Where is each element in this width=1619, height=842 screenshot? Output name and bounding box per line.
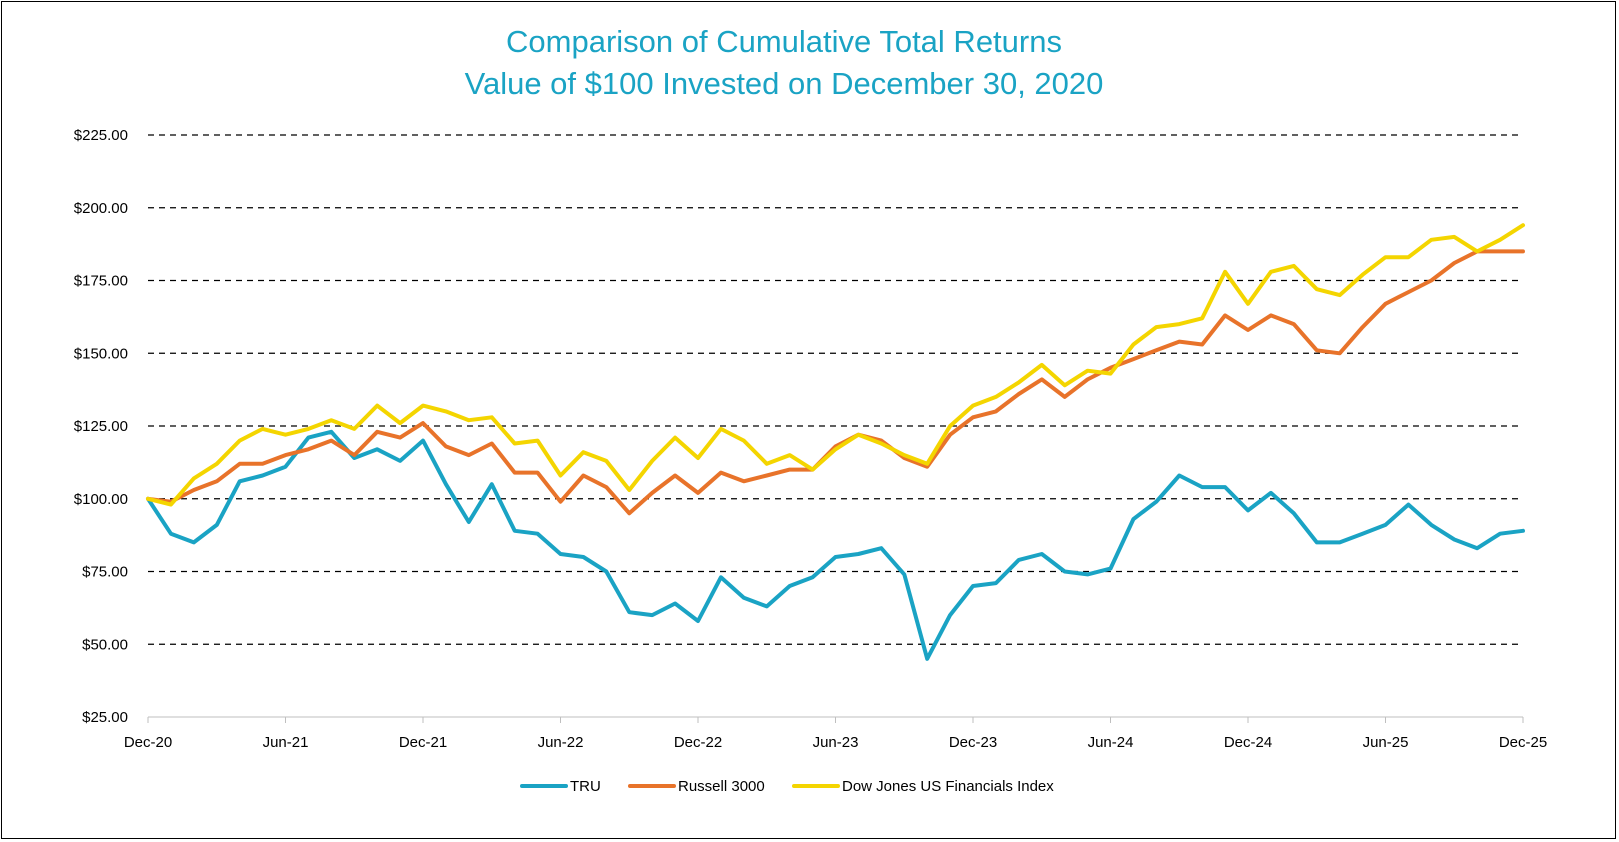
y-tick-label: $175.00 [74, 273, 128, 290]
x-tick-label: Dec-21 [399, 734, 447, 751]
x-tick-label: Jun-21 [263, 734, 309, 751]
x-tick-label: Jun-23 [813, 734, 859, 751]
y-tick-label: $200.00 [74, 200, 128, 217]
legend-label-dow-jones-us-financials-index: Dow Jones US Financials Index [842, 778, 1054, 795]
x-tick-label: Dec-23 [949, 734, 997, 751]
x-tick-label: Jun-22 [538, 734, 584, 751]
series-line-russell-3000 [146, 249, 1525, 516]
series-lines [146, 223, 1525, 661]
series-line-tru [146, 429, 1525, 661]
y-tick-label: $50.00 [82, 636, 128, 653]
x-tick-label: Dec-20 [124, 734, 172, 751]
x-tick-label: Jun-24 [1088, 734, 1134, 751]
series-line-dow-jones-us-financials-index [146, 223, 1525, 507]
x-tick-label: Dec-22 [674, 734, 722, 751]
legend: TRU Russell 3000 Dow Jones US Financials I… [520, 778, 1054, 795]
x-tick-label: Dec-24 [1224, 734, 1272, 751]
y-tick-label: $100.00 [74, 491, 128, 508]
gridlines [148, 134, 1523, 645]
legend-label-russell-3000: Russell 3000 [678, 778, 765, 795]
y-axis-ticks: $25.00 $50.00 $75.00 $100.00 $125.00 $150.00 $… [74, 127, 128, 726]
x-tick-label: Jun-25 [1363, 734, 1409, 751]
y-tick-label: $225.00 [74, 127, 128, 144]
y-tick-label: $25.00 [82, 709, 128, 726]
x-axis: Dec-20 Jun-21 Dec-21 Jun-22 Dec-22 Jun-23 Dec-… [124, 716, 1547, 751]
chart-title: Comparison of Cumulative Total Returns [506, 24, 1062, 59]
y-tick-label: $150.00 [74, 345, 128, 362]
x-tick-label: Dec-25 [1499, 734, 1547, 751]
legend-label-tru: TRU [570, 778, 601, 795]
chart-subtitle: Value of $100 Invested on December 30, 2… [465, 66, 1104, 101]
y-tick-label: $125.00 [74, 418, 128, 435]
y-tick-label: $75.00 [82, 564, 128, 581]
